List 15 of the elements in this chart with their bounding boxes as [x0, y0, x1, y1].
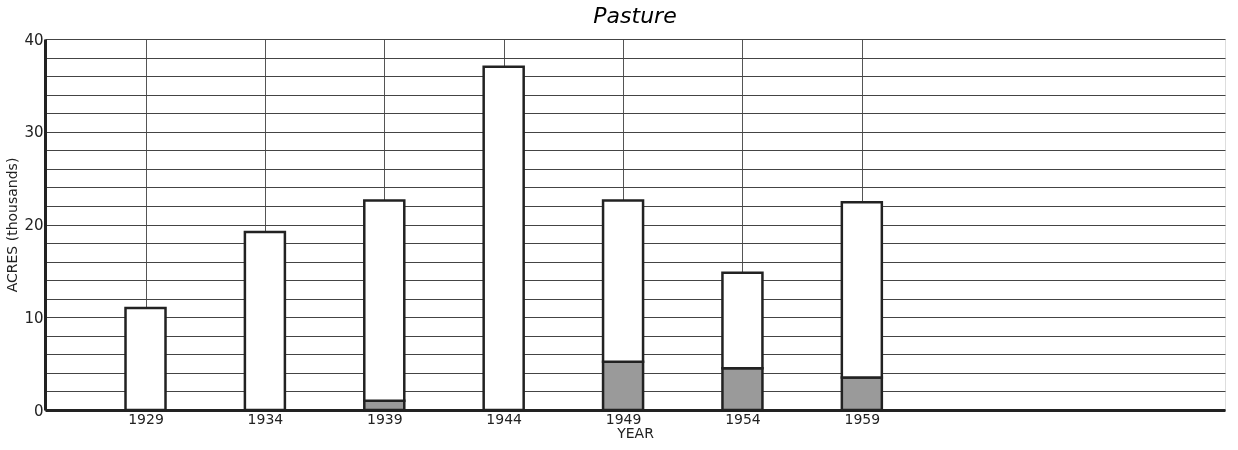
x-tick-label: 1949 [605, 410, 642, 427]
y-tick-label: 40 [24, 30, 44, 49]
x-tick-label: 1934 [247, 410, 284, 427]
x-tick-label: 1959 [844, 410, 881, 427]
y-axis-title: ACRES (thousands) [4, 157, 21, 293]
y-tick-label: 20 [24, 216, 44, 234]
y-tick-label: 10 [24, 308, 44, 327]
x-tick-label: 1929 [128, 410, 164, 427]
x-tick-label: 1944 [486, 410, 523, 427]
x-tick-label: 1954 [725, 410, 761, 427]
y-tick-label: 0 [33, 401, 44, 420]
y-tick-label: 30 [24, 123, 44, 142]
chart-title: Pasture [593, 3, 677, 28]
x-axis-title: YEAR [616, 424, 655, 441]
x-tick-label: 1939 [366, 410, 403, 427]
